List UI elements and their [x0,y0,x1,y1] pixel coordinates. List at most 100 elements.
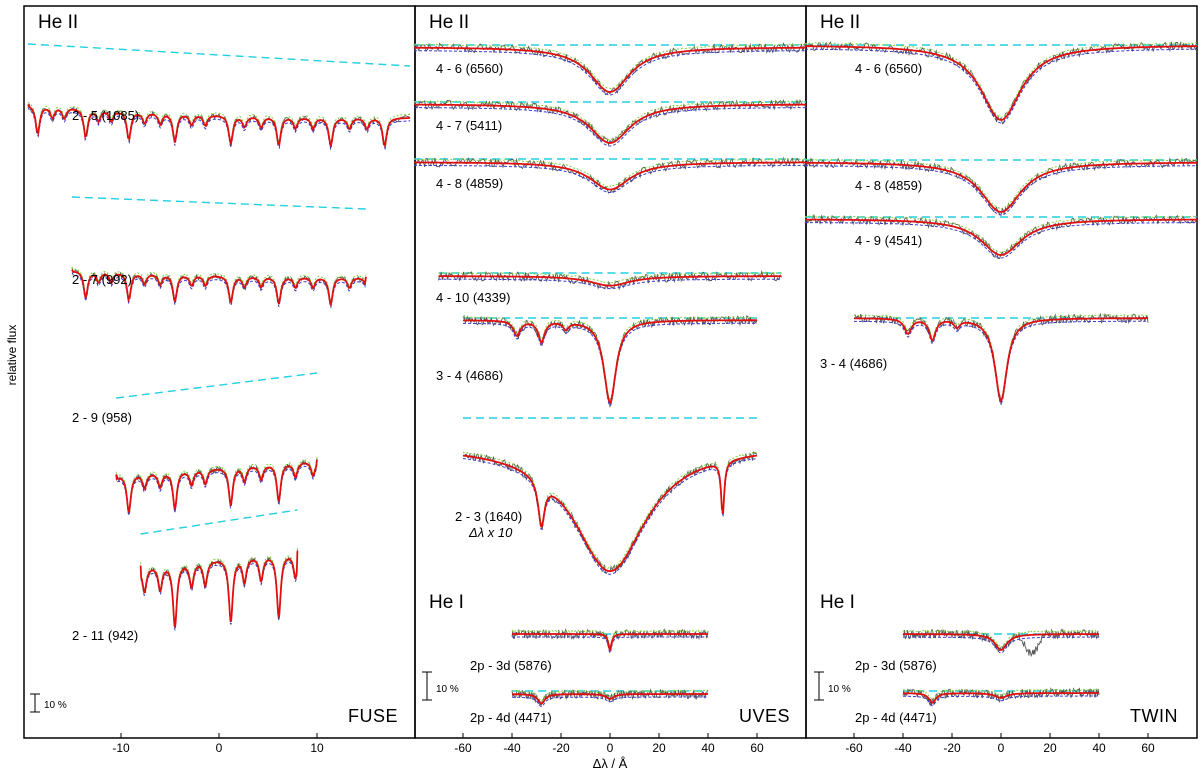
x-tick-label: 0 [998,741,1005,755]
model-spectrum-hot [413,158,807,188]
line-label: 4 - 9 (4541) [855,233,922,248]
spectrum-fuse-3: 2 - 11 (942) [72,509,299,643]
instrument-label-twin: TWIN [1130,706,1178,726]
model-spectrum-cool [805,222,1197,259]
spectrum-uves-7: 2p - 4d (4471) [470,688,709,725]
spectrum-twin-5: 2p - 4d (4471) [855,687,1100,725]
model-spectrum-hot [902,688,1100,701]
spectrum-twin-0: 4 - 6 (6560) [804,41,1198,125]
x-tick-label: -60 [454,741,472,755]
model-spectrum-hot [462,451,758,569]
line-label: 2p - 3d (5876) [470,658,552,673]
spectrum-uves-2: 4 - 8 (4859) [413,156,807,194]
line-label: 4 - 7 (5411) [436,118,502,133]
x-tick-label: 0 [607,741,614,755]
model-spectrum-hot [438,271,782,284]
observed-spectrum [853,312,1149,405]
continuum-line [71,196,367,210]
model-spectrum-best [903,633,1099,651]
model-spectrum-cool [463,322,757,407]
line-label: 2 - 5 (1085) [72,108,139,123]
line-label: 2 - 7 (992) [72,272,132,287]
model-spectrum-best [805,161,1197,213]
twin-heii-title: He II [820,12,860,33]
model-spectrum-best [805,45,1197,121]
line-label: 2 - 9 (958) [72,410,132,425]
model-spectrum-hot [805,41,1198,118]
line-label: 2 - 3 (1640) [455,509,522,524]
line-label: 2 - 11 (942) [72,628,138,643]
spectrum-fuse-2: 2 - 9 (958) [72,372,318,516]
line-label: 2p - 4d (4471) [470,710,552,725]
x-tick-label: -60 [845,741,863,755]
model-spectrum-best [414,161,806,191]
model-spectrum-cool [140,554,298,631]
x-tick-label: -20 [552,741,570,755]
continuum-line [116,372,318,399]
instrument-label-fuse: FUSE [348,706,398,726]
spectra-layer: -10 0 10 2 - 5 (1085) 2 - 7 (992) 2 - 9 (958)… [27,41,1198,755]
model-spectrum-cool [414,50,806,96]
panel-frame-twin [805,5,1198,739]
spectrum-fuse-1: 2 - 7 (992) [71,196,367,310]
x-tick-label: 60 [750,741,764,755]
model-spectrum-hot [413,100,807,141]
scale-bar-fuse: 10 % [30,693,67,713]
model-spectrum-hot [804,158,1198,211]
model-spectrum-hot [804,215,1198,254]
line-note: Δλ x 10 [468,525,513,540]
model-spectrum-best [512,693,708,705]
model-spectrum-cool [512,696,708,708]
line-label: 2p - 3d (5876) [855,658,937,673]
model-spectrum-best [462,454,758,573]
spectrum-twin-3: 3 - 4 (4686) [820,312,1149,405]
model-spectrum-best [903,692,1099,704]
x-tick-label: 40 [1092,741,1106,755]
x-tick-label: 40 [701,741,715,755]
model-spectrum-cool [27,107,411,151]
uves-heii-title: He II [429,12,469,33]
x-tick-label: -40 [503,741,521,755]
x-tick-label: 0 [216,741,223,755]
spectrum-twin-4: 2p - 3d (5876) [855,628,1100,673]
observed-spectrum [804,41,1198,125]
x-tick-label: 10 [310,741,324,755]
model-spectrum-hot [511,629,709,648]
observed-spectrum [140,549,298,628]
scale-bar-label-fuse: 10 % [44,700,67,711]
spectrum-uves-5: 2 - 3 (1640)Δλ x 10 [455,417,758,575]
spectrum-uves-0: 4 - 6 (6560) [413,42,807,96]
model-spectrum-best [438,275,782,287]
model-spectrum-cool [115,462,318,516]
model-spectrum-best [414,103,806,144]
line-label: 4 - 8 (4859) [855,178,922,193]
model-spectrum-cool [805,48,1197,124]
continuum-line [27,43,411,67]
spectrum-uves-1: 4 - 7 (5411) [413,98,807,147]
scale-bar-uves: 10 % [422,671,459,701]
line-label: 3 - 4 (4686) [436,368,503,383]
model-spectrum-best [805,218,1197,256]
model-spectrum-cool [903,636,1099,654]
spectrum-uves-4: 3 - 4 (4686) [436,314,758,408]
x-tick-label: 60 [1141,741,1155,755]
line-label: 4 - 6 (6560) [855,61,922,76]
x-tick-label: -10 [112,741,130,755]
model-spectrum-best [71,269,367,308]
continuum-line [140,509,298,535]
spectrum-uves-3: 4 - 10 (4339) [436,269,782,305]
model-spectrum-best [854,317,1148,403]
observed-spectrum [902,687,1100,707]
spectrum-twin-1: 4 - 8 (4859) [804,157,1198,217]
model-spectrum-cool [414,107,806,147]
line-label: 4 - 10 (4339) [436,290,510,305]
x-tick-label: 20 [652,741,666,755]
scale-bar-twin: 10 % [814,671,851,701]
y-axis-label: relative flux [5,325,19,386]
model-spectrum-best [27,103,411,149]
x-tick-label: 20 [1043,741,1057,755]
scale-bar-label-uves: 10 % [436,684,459,695]
line-label: 4 - 6 (6560) [436,61,503,76]
uves-hei-title: He I [429,592,464,613]
